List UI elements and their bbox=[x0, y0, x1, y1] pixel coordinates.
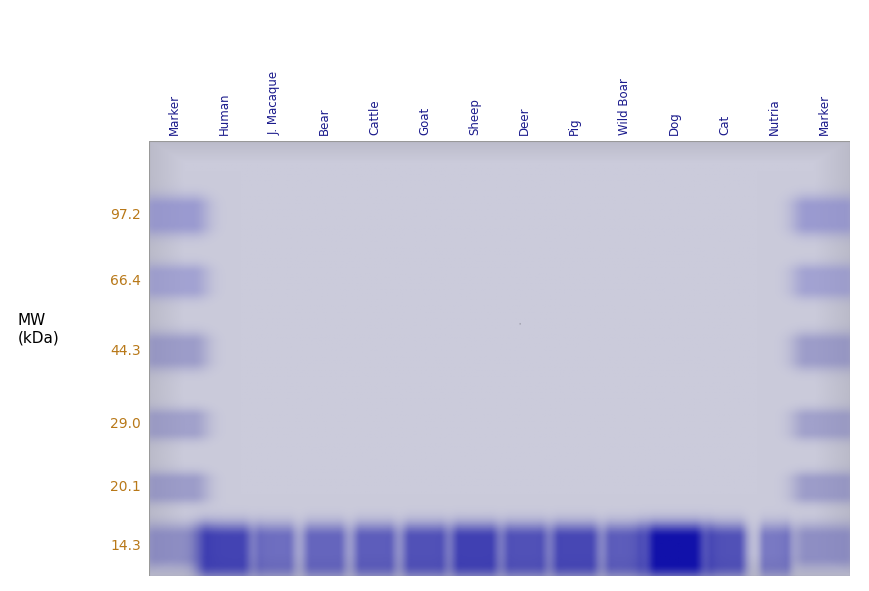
Text: Bear: Bear bbox=[318, 107, 331, 135]
Text: Pig: Pig bbox=[568, 117, 581, 135]
Text: Wild Boar: Wild Boar bbox=[618, 78, 631, 135]
Text: 44.3: 44.3 bbox=[110, 344, 141, 358]
Text: Goat: Goat bbox=[418, 106, 431, 135]
Text: Marker: Marker bbox=[819, 93, 832, 135]
Text: 97.2: 97.2 bbox=[110, 209, 141, 222]
Text: 66.4: 66.4 bbox=[109, 274, 141, 288]
Text: J. Macaque: J. Macaque bbox=[268, 70, 281, 135]
Text: Dog: Dog bbox=[668, 111, 681, 135]
Text: Human: Human bbox=[218, 92, 231, 135]
Text: Nutria: Nutria bbox=[768, 98, 781, 135]
Text: Deer: Deer bbox=[518, 106, 531, 135]
Text: 29.0: 29.0 bbox=[110, 417, 141, 431]
Text: Marker: Marker bbox=[168, 93, 181, 135]
Text: Sheep: Sheep bbox=[468, 98, 481, 135]
Text: Cat: Cat bbox=[719, 115, 732, 135]
Text: 20.1: 20.1 bbox=[110, 480, 141, 494]
Text: Cattle: Cattle bbox=[368, 99, 381, 135]
Text: MW
(kDa): MW (kDa) bbox=[17, 313, 59, 345]
Text: 14.3: 14.3 bbox=[110, 539, 141, 553]
